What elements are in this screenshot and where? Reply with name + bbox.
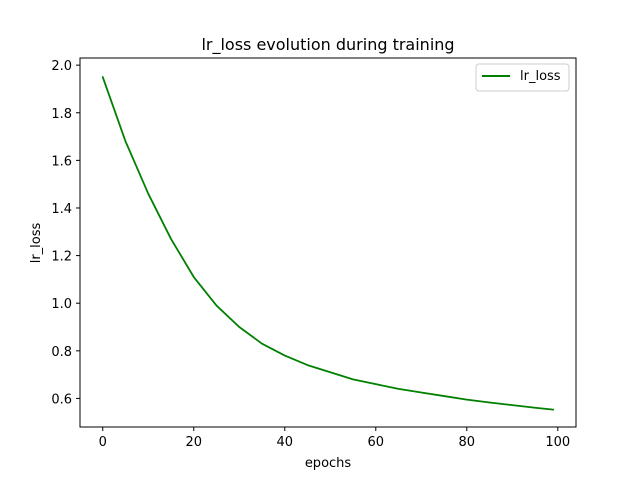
legend-box bbox=[475, 63, 570, 92]
y-tick-label: 0.6 bbox=[51, 392, 72, 407]
x-tick-label: 40 bbox=[276, 435, 293, 450]
legend-label-lr-loss: lr_loss bbox=[520, 69, 561, 84]
x-axis-label: epochs bbox=[305, 456, 352, 471]
ticks-layer: 0 20 40 60 80 100 0.6 0.8 1.0 1.2 1.4 1.6 1.8 2.0 bbox=[51, 59, 570, 450]
chart-title: lr_loss evolution during training bbox=[201, 35, 454, 55]
y-tick-label: 1.0 bbox=[51, 297, 72, 312]
series-line-lr-loss bbox=[101, 76, 555, 411]
x-tick-label: 20 bbox=[185, 435, 202, 450]
plot-frame bbox=[79, 57, 577, 428]
y-tick-label: 1.8 bbox=[51, 107, 72, 122]
series-layer bbox=[101, 76, 555, 411]
y-tick-label: 1.4 bbox=[51, 202, 72, 217]
x-tick-label: 0 bbox=[99, 435, 107, 450]
x-tick-label: 60 bbox=[368, 435, 385, 450]
y-tick-label: 0.8 bbox=[51, 345, 72, 360]
y-tick-label: 1.6 bbox=[51, 154, 72, 169]
y-axis-label: lr_loss bbox=[29, 222, 44, 263]
y-tick-label: 1.2 bbox=[51, 250, 72, 265]
y-tick-label: 2.0 bbox=[51, 59, 72, 74]
x-tick-label: 100 bbox=[545, 435, 570, 450]
legend: lr_loss bbox=[475, 63, 570, 92]
x-tick-label: 80 bbox=[459, 435, 476, 450]
